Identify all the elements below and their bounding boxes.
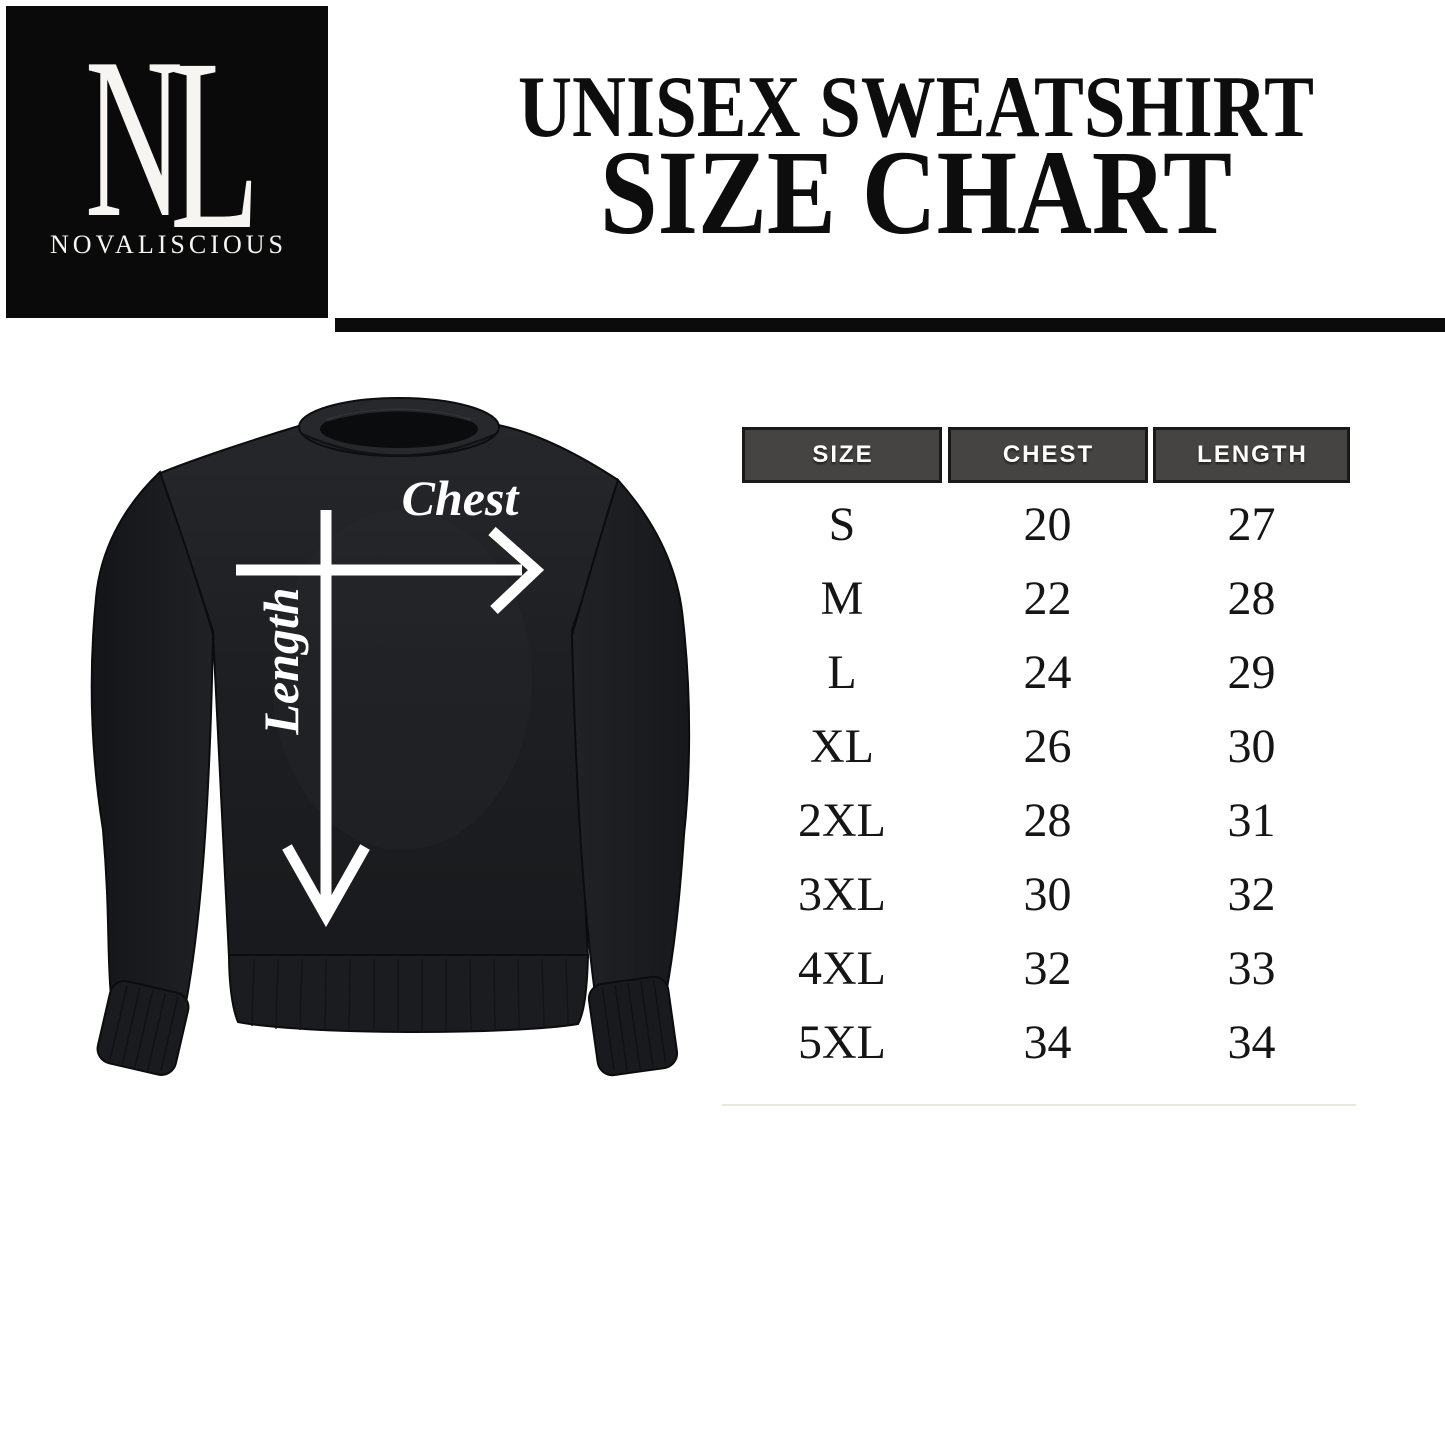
brand-logo: N L NOVALISCIOUS bbox=[6, 6, 328, 318]
cell-length: 34 bbox=[1227, 1015, 1276, 1069]
cell-size: 3XL bbox=[798, 867, 886, 921]
cell-chest: 32 bbox=[1023, 941, 1072, 995]
table-row: 5XL 34 34 bbox=[742, 1005, 1350, 1079]
cell-length: 27 bbox=[1227, 497, 1276, 551]
brand-logo-monogram: N L NOVALISCIOUS bbox=[50, 9, 283, 281]
cell-size: M bbox=[820, 571, 864, 625]
logo-letter-n: N bbox=[85, 10, 183, 265]
cell-length: 30 bbox=[1227, 719, 1276, 773]
sweatshirt-right-sleeve bbox=[570, 478, 691, 1030]
sweatshirt-chest-highlight bbox=[272, 510, 532, 850]
title-line-2: SIZE CHART bbox=[600, 126, 1232, 260]
column-header-size: SIZE bbox=[742, 427, 942, 483]
cell-length: 29 bbox=[1227, 645, 1276, 699]
cell-length: 28 bbox=[1227, 571, 1276, 625]
size-table-body: S 20 27 M 22 28 L 24 29 XL 26 30 2XL 28 … bbox=[742, 487, 1350, 1079]
table-row: M 22 28 bbox=[742, 561, 1350, 635]
size-table-header: SIZE CHEST LENGTH bbox=[742, 427, 1350, 483]
table-row: XL 26 30 bbox=[742, 709, 1350, 783]
cell-chest: 22 bbox=[1023, 571, 1072, 625]
table-row: S 20 27 bbox=[742, 487, 1350, 561]
length-arrow bbox=[282, 510, 370, 928]
table-row: 2XL 28 31 bbox=[742, 783, 1350, 857]
page-title: UNISEX SWEATSHIRT SIZE CHART bbox=[518, 59, 1314, 260]
sweatshirt-collar bbox=[298, 397, 500, 457]
sweatshirt-left-sleeve bbox=[90, 470, 215, 1034]
column-header-chest: CHEST bbox=[947, 427, 1148, 483]
length-arrow-label: Length bbox=[253, 587, 309, 735]
cell-size: S bbox=[828, 497, 856, 551]
cell-chest: 26 bbox=[1023, 719, 1072, 773]
table-row: L 24 29 bbox=[742, 635, 1350, 709]
cell-size: 5XL bbox=[798, 1015, 886, 1069]
cell-chest: 20 bbox=[1023, 497, 1072, 551]
sweatshirt-left-cuff bbox=[96, 980, 190, 1076]
cell-chest: 30 bbox=[1023, 867, 1072, 921]
cell-size: 2XL bbox=[798, 793, 886, 847]
size-table: SIZE CHEST LENGTH S 20 27 M 22 28 L 24 2… bbox=[742, 427, 1350, 1079]
sweatshirt-diagram: Chest Length bbox=[90, 397, 691, 1077]
table-row: 4XL 32 33 bbox=[742, 931, 1350, 1005]
sweatshirt-hem-band bbox=[227, 954, 590, 1034]
cell-chest: 24 bbox=[1023, 645, 1072, 699]
sweatshirt-right-cuff bbox=[587, 975, 679, 1077]
divider-bar bbox=[335, 318, 1445, 332]
cell-chest: 34 bbox=[1023, 1015, 1072, 1069]
cell-size: 4XL bbox=[798, 941, 886, 995]
table-row: 3XL 30 32 bbox=[742, 857, 1350, 931]
title-line-1: UNISEX SWEATSHIRT bbox=[518, 59, 1314, 156]
bottom-divider-line bbox=[722, 1104, 1356, 1106]
cell-size: XL bbox=[810, 719, 874, 773]
column-header-length: LENGTH bbox=[1153, 427, 1350, 483]
chest-arrow bbox=[236, 526, 545, 614]
cell-chest: 28 bbox=[1023, 793, 1072, 847]
cell-length: 32 bbox=[1227, 867, 1276, 921]
cell-length: 31 bbox=[1227, 793, 1276, 847]
logo-letter-l: L bbox=[170, 9, 260, 281]
cell-length: 33 bbox=[1227, 941, 1276, 995]
cell-size: L bbox=[827, 645, 857, 699]
chest-arrow-label: Chest bbox=[402, 470, 521, 526]
